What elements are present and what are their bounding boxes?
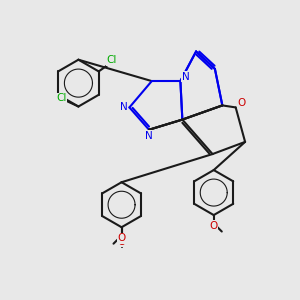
Text: Cl: Cl	[56, 93, 67, 103]
Text: N: N	[119, 102, 127, 112]
Text: O: O	[117, 237, 126, 247]
Text: Cl: Cl	[106, 55, 116, 65]
Text: N: N	[145, 131, 153, 141]
Text: N: N	[182, 72, 190, 82]
Text: O: O	[117, 233, 126, 243]
Text: O: O	[210, 221, 218, 231]
Text: O: O	[238, 98, 246, 108]
